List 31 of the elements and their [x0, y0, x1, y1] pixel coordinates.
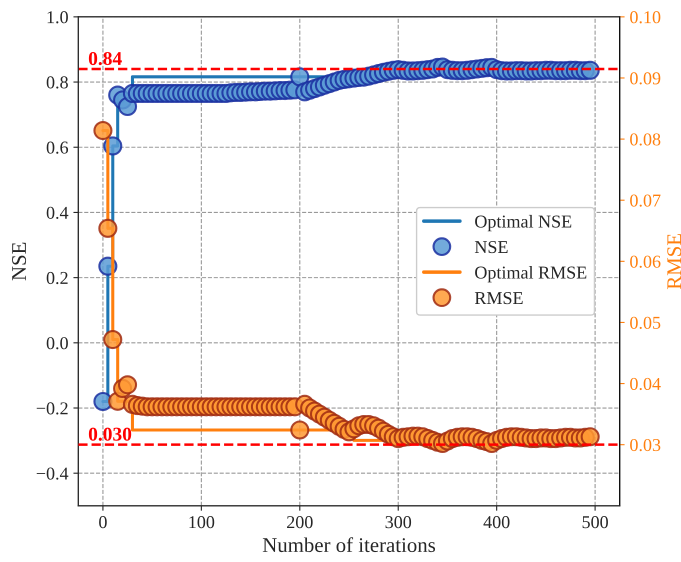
y2-tick-label: 0.04 — [630, 378, 661, 390]
y-axis-title: NSE — [12, 242, 26, 280]
legend-label: NSE — [474, 241, 508, 254]
legend-label: Optimal NSE — [475, 214, 572, 232]
y2-tick-label: 0.09 — [630, 72, 660, 84]
y-tick-label: 0.6 — [46, 142, 68, 154]
y-tick-label: 0.8 — [46, 76, 68, 89]
y2-axis-title: RMSE — [667, 234, 681, 290]
y2-tick-label: 0.06 — [630, 256, 660, 268]
legend-label: RMSE — [474, 292, 523, 304]
y-tick-label: 0.4 — [46, 206, 68, 219]
y2-tick-label: 0.10 — [630, 11, 660, 24]
y2-tick-label: 0.05 — [630, 316, 660, 329]
y-tick-label: −0.2 — [36, 402, 68, 415]
x-tick-label: 300 — [386, 516, 412, 528]
y-tick-label: −0.4 — [36, 467, 68, 480]
y2-tick-label: 0.08 — [630, 133, 660, 146]
ref-line-label: 0.030 — [88, 428, 132, 441]
y2-tick-label: 0.03 — [630, 438, 660, 452]
x-tick-label: 100 — [189, 516, 214, 528]
x-tick-label: 200 — [287, 516, 313, 528]
x-tick-label: 0 — [99, 516, 107, 528]
x-axis-title: Number of iterations — [262, 537, 436, 552]
y-tick-label: 0.2 — [46, 272, 68, 284]
legend-label: Optimal RMSE — [475, 266, 586, 282]
x-tick-label: 400 — [483, 516, 510, 528]
x-tick-label: 500 — [582, 516, 608, 528]
y-tick-label: 0.0 — [46, 337, 68, 350]
ref-line-label: 0.84 — [88, 52, 122, 66]
y2-tick-label: 0.07 — [630, 194, 661, 207]
y-tick-label: 1.0 — [48, 11, 68, 24]
